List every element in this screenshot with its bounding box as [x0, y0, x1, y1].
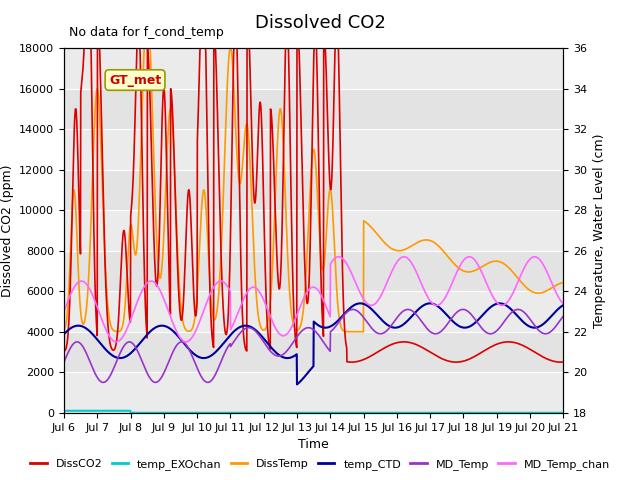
Text: Dissolved CO2: Dissolved CO2 — [255, 14, 385, 33]
Legend: DissCO2, temp_EXOchan, DissTemp, temp_CTD, MD_Temp, MD_Temp_chan: DissCO2, temp_EXOchan, DissTemp, temp_CT… — [26, 455, 614, 474]
Bar — [64, 48, 563, 88]
Bar — [64, 251, 563, 291]
Bar — [64, 372, 563, 413]
X-axis label: Time: Time — [298, 438, 329, 451]
Y-axis label: Temperature, Water Level (cm): Temperature, Water Level (cm) — [593, 133, 605, 328]
Bar — [64, 169, 563, 210]
Text: No data for f_cond_temp: No data for f_cond_temp — [69, 26, 224, 39]
Y-axis label: Dissolved CO2 (ppm): Dissolved CO2 (ppm) — [1, 164, 13, 297]
Bar — [64, 88, 563, 129]
Text: GT_met: GT_met — [109, 73, 161, 86]
Bar — [64, 210, 563, 251]
Bar — [64, 129, 563, 169]
Bar — [64, 332, 563, 372]
Bar — [64, 291, 563, 332]
